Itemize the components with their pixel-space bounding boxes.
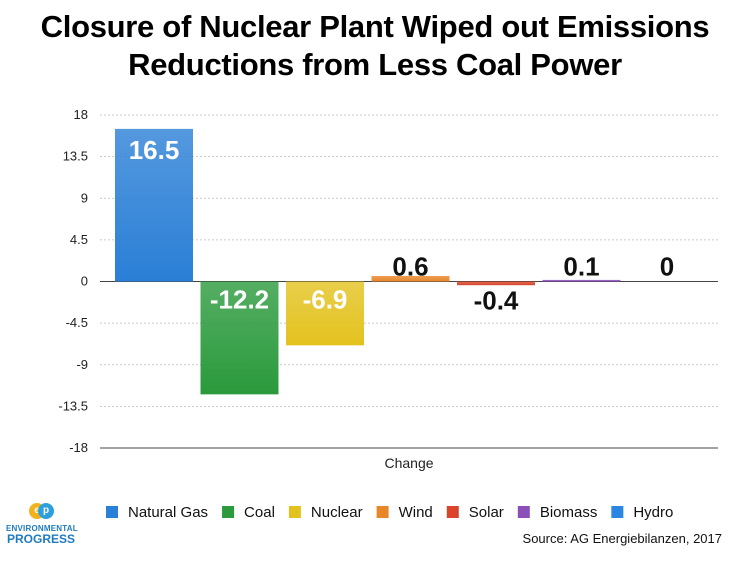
legend-label: Hydro [633,504,673,521]
data-labels: 16.5 -12.2 -6.9 0.6 -0.4 0.1 0 [129,135,675,316]
legend-label: Biomass [540,504,598,521]
y-tick-label: -13.5 [58,398,88,413]
y-tick-label: 9 [81,190,88,205]
bar-biomass [542,279,621,282]
data-label: 0.1 [563,252,599,282]
environmental-progress-logo: e p ENVIRONMENTAL PROGRESS [6,500,78,546]
legend-label: Coal [244,504,275,521]
legend-label: Nuclear [311,504,363,521]
chart-title-line-1: Closure of Nuclear Plant Wiped out Emiss… [40,9,710,44]
y-tick-label: -18 [69,440,88,455]
legend-label: Natural Gas [128,504,208,521]
data-label: -6.9 [303,285,348,315]
y-tick-label: 0 [81,274,88,289]
legend-swatch [446,506,459,518]
legend-swatch [376,506,389,518]
y-tick-label: 18 [74,107,88,122]
data-label: -12.2 [210,285,269,315]
y-tick-label: -9 [76,357,88,372]
bar-nuclear [286,281,364,346]
data-label: -0.4 [474,286,519,316]
bar-natural-gas [115,128,193,282]
legend-swatch [106,506,118,518]
legend-swatch [611,506,624,518]
bar-solar [457,281,535,286]
y-tick-label: -4.5 [66,315,88,330]
legend-swatch [288,506,301,518]
y-tick-label: 13.5 [63,149,88,164]
y-axis-ticks: 18 13.5 9 4.5 0 -4.5 -9 -13.5 -18 [58,107,88,455]
chart-title-line-2: Reductions from Less Coal Power [128,47,622,82]
bars [115,128,621,395]
data-label: 16.5 [129,135,180,165]
logo-line-1: ENVIRONMENTAL [6,524,78,533]
legend-swatch [222,506,235,518]
legend: Natural Gas Coal Nuclear Wind Solar Biomass Hy… [106,504,673,521]
bar-wind [371,275,450,282]
legend-label: Solar [469,504,504,521]
data-label: 0.6 [392,252,428,282]
logo-icon: e p [29,500,54,522]
legend-label: Wind [399,504,433,521]
y-tick-label: 4.5 [70,232,88,247]
bar-coal [200,281,279,395]
data-label: 0 [660,252,674,282]
gridlines [100,114,718,449]
legend-swatch [517,506,530,518]
x-axis-label: Change [384,455,433,471]
source-note: Source: AG Energiebilanzen, 2017 [522,531,722,546]
chart-title: Closure of Nuclear Plant Wiped out Emiss… [0,8,750,84]
logo-line-2: PROGRESS [6,532,75,546]
